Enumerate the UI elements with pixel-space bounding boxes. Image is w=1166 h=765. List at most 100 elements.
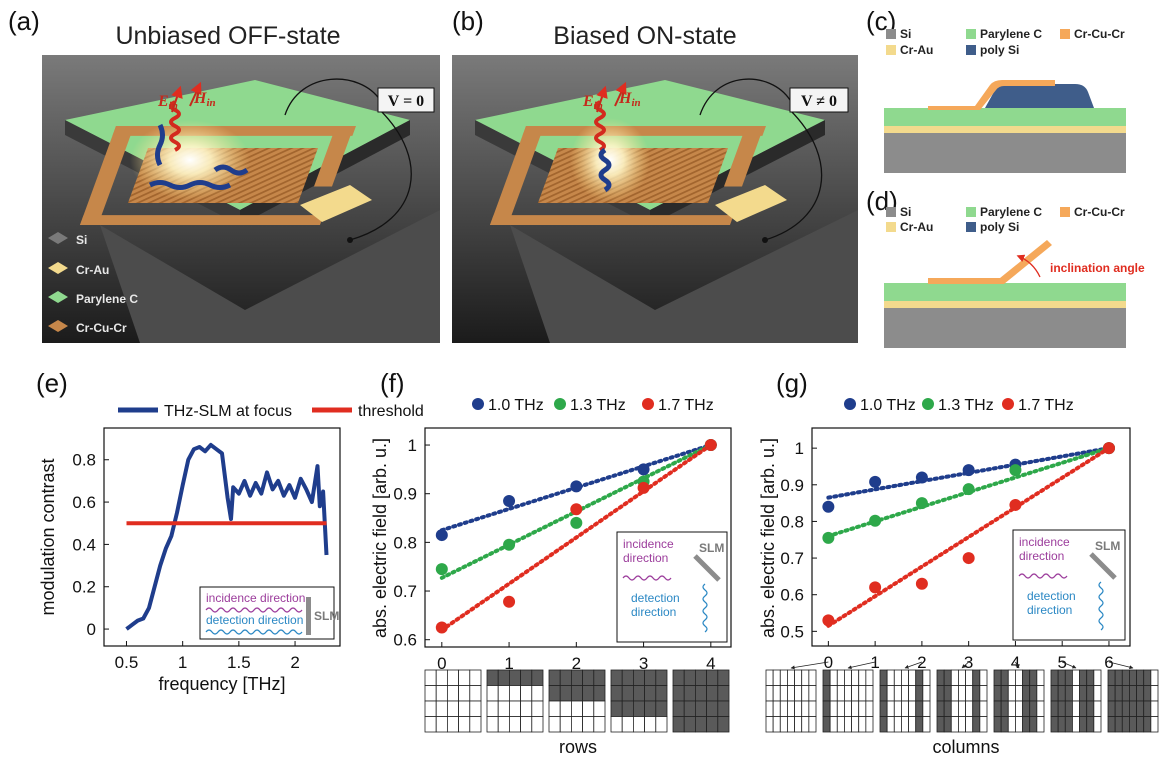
f-legend-1: 1.3 THz xyxy=(570,397,626,414)
g-pattern-3-cell xyxy=(965,700,974,717)
f-ytick-label: 0.9 xyxy=(393,485,417,504)
g-pattern-4-cell xyxy=(1036,700,1045,717)
f-pattern-0-cell xyxy=(458,669,471,686)
f-series-1-point xyxy=(570,516,583,529)
g-pattern-arrow-1 xyxy=(847,661,876,670)
g-xlabel: columns xyxy=(932,737,999,757)
d-angle-label: inclination angle xyxy=(1050,261,1145,275)
f-pattern-1-cell xyxy=(497,700,510,717)
f-pattern-4-cell xyxy=(695,716,708,733)
g-pattern-6-cell xyxy=(1143,716,1152,733)
g-pattern-4-cell xyxy=(1029,716,1038,733)
wire-top xyxy=(284,78,381,116)
f-pattern-1-cell xyxy=(508,685,521,702)
f-patterns xyxy=(424,669,730,733)
g-pattern-1-cell xyxy=(865,700,874,717)
f-pattern-2-cell xyxy=(582,669,595,686)
f-pattern-1-cell xyxy=(486,669,499,686)
g-ytick-label: 1 xyxy=(795,439,804,458)
f-pattern-1-cell xyxy=(520,716,533,733)
d-legend-crcucr: Cr-Cu-Cr xyxy=(1074,205,1125,219)
f-pattern-2-cell xyxy=(571,669,584,686)
e-ytick-label: 0.6 xyxy=(72,493,96,512)
transmitted-wave-b xyxy=(598,147,612,193)
voltage-label-a: V = 0 xyxy=(388,93,424,110)
g-pattern-6-cell xyxy=(1107,700,1116,717)
g-pattern-arrow-4 xyxy=(1015,661,1020,669)
g-series-1-point xyxy=(915,497,928,510)
g-pattern-6-cell xyxy=(1129,669,1137,686)
g-inset-detection-wave xyxy=(1098,581,1104,631)
panel-b-title: Biased ON-state xyxy=(553,22,736,50)
scattered-wave-3 xyxy=(213,164,249,176)
g-pattern-1-cell xyxy=(851,700,860,717)
f-pattern-3-cell xyxy=(621,669,634,686)
cr-au-pad-b xyxy=(715,185,787,222)
c-si-layer xyxy=(884,133,1126,173)
g-pattern-2-cell xyxy=(901,716,909,733)
c-legend-polysi: poly Si xyxy=(980,43,1019,57)
g-pattern-6-cell xyxy=(1121,685,1130,702)
g-pattern-5-cell xyxy=(1093,700,1102,717)
g-pattern-4-cell xyxy=(1022,700,1031,717)
g-pattern-1-cell xyxy=(844,716,852,733)
voltage-box-b xyxy=(789,87,849,113)
field-glow-b xyxy=(570,118,650,202)
g-pattern-1-cell xyxy=(865,669,874,686)
g-inset-slm-bar xyxy=(1089,552,1117,580)
g-pattern-6-cell xyxy=(1150,700,1159,717)
f-pattern-2-cell xyxy=(593,716,606,733)
g-pattern-0-cell xyxy=(794,685,803,702)
d-parylene-layer xyxy=(884,283,1126,301)
panel-f: (f) 1.0 THz 1.3 THz 1.7 THz 0 1 2 3 4 0.6 0.7 0.8… xyxy=(370,368,732,757)
legend-crau-swatch xyxy=(48,262,68,274)
g-pattern-4-cell xyxy=(993,716,1002,733)
g-pattern-3-cell xyxy=(943,700,952,717)
e-legend-0: THz-SLM at focus xyxy=(164,403,292,420)
g-pattern-4-cell xyxy=(1015,685,1023,702)
f-legend-marker-1 xyxy=(554,398,566,410)
g-legend-marker-0 xyxy=(844,398,856,410)
g-pattern-5-cell xyxy=(1086,685,1095,702)
g-pattern-1-cell xyxy=(858,685,867,702)
incident-wave-b xyxy=(594,100,606,152)
parylene-layer-b xyxy=(475,80,825,210)
e-plot-frame xyxy=(103,427,341,647)
legend-parylene: Parylene C xyxy=(76,292,138,306)
g-pattern-1-cell xyxy=(858,669,867,686)
g-pattern-6-cell xyxy=(1143,685,1152,702)
wire-top-b xyxy=(699,78,791,116)
g-ytick-label: 0.7 xyxy=(780,549,804,568)
g-pattern-5-cell xyxy=(1079,716,1088,733)
g-pattern-0-cell xyxy=(794,669,803,686)
g-pattern-6-cell xyxy=(1150,669,1159,686)
g-pattern-5-cell xyxy=(1093,685,1102,702)
panel-c: (c) Si Parylene C Cr-Cu-Cr Cr-Au poly Si xyxy=(866,6,1126,173)
g-pattern-1-cell xyxy=(851,685,860,702)
g-ytick-label: 0.5 xyxy=(780,622,804,641)
f-inset xyxy=(616,531,728,643)
f-pattern-1-cell xyxy=(520,700,533,717)
f-series-2-point xyxy=(704,439,717,452)
g-pattern-2-cell xyxy=(893,700,902,717)
g-series-2-point xyxy=(1102,442,1115,455)
f-pattern-4-cell xyxy=(683,669,696,686)
f-series-1-point xyxy=(503,538,516,551)
f-pattern-0-cell xyxy=(424,685,437,702)
g-legend-1: 1.3 THz xyxy=(938,397,994,414)
g-ytick-label: 0.6 xyxy=(780,586,804,605)
f-pattern-0-cell xyxy=(424,700,437,717)
g-pattern-5-cell xyxy=(1072,716,1080,733)
g-pattern-0-cell xyxy=(772,716,781,733)
f-pattern-0-cell xyxy=(469,716,482,733)
f-pattern-1-cell xyxy=(486,700,499,717)
g-pattern-3-cell xyxy=(979,669,988,686)
e-slm-bar xyxy=(306,597,311,635)
g-pattern-1-cell xyxy=(829,700,838,717)
f-pattern-2-cell xyxy=(548,700,561,717)
f-inset-slm: SLM xyxy=(699,541,724,555)
g-series-1-point xyxy=(822,531,835,544)
g-pattern-2-cell xyxy=(886,700,895,717)
f-pattern-3-cell xyxy=(644,669,657,686)
